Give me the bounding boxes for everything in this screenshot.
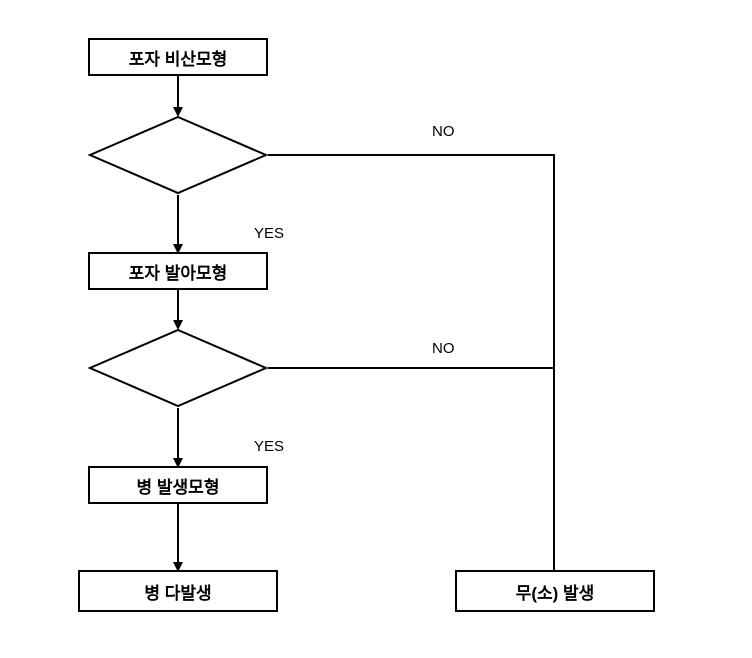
edge-decision1-right bbox=[268, 154, 555, 156]
no-label-1: NO bbox=[432, 123, 455, 140]
box4-label: 병 다발생 bbox=[144, 579, 211, 604]
process-box-4: 병 다발생 bbox=[78, 570, 278, 612]
yes-label-1: YES bbox=[254, 225, 284, 242]
box3-label: 병 발생모형 bbox=[137, 473, 220, 498]
process-box-5: 무(소) 발생 bbox=[455, 570, 655, 612]
no-label-2: NO bbox=[432, 340, 455, 357]
decision-diamond-2 bbox=[88, 328, 268, 408]
edge-decision2-box3 bbox=[177, 408, 179, 460]
process-box-1: 포자 비산모형 bbox=[88, 38, 268, 76]
edge-decision2-right bbox=[268, 367, 555, 369]
box5-label: 무(소) 발생 bbox=[516, 579, 595, 604]
decision-diamond-1 bbox=[88, 115, 268, 195]
box2-label: 포자 발아모형 bbox=[129, 259, 228, 284]
process-box-3: 병 발생모형 bbox=[88, 466, 268, 504]
box1-label: 포자 비산모형 bbox=[129, 45, 228, 70]
yes1-text: YES bbox=[254, 225, 284, 242]
edge-decision1-down-right bbox=[553, 154, 555, 570]
edge-box1-decision1 bbox=[177, 76, 179, 109]
edge-box3-box4 bbox=[177, 504, 179, 564]
edge-box2-decision2 bbox=[177, 290, 179, 322]
yes2-text: YES bbox=[254, 438, 284, 455]
edge-decision1-box2 bbox=[177, 195, 179, 246]
no2-text: NO bbox=[432, 340, 455, 357]
flowchart-container: 포자 비산모형 YES NO 포자 발아모형 YES NO bbox=[0, 0, 752, 658]
process-box-2: 포자 발아모형 bbox=[88, 252, 268, 290]
no1-text: NO bbox=[432, 123, 455, 140]
yes-label-2: YES bbox=[254, 438, 284, 455]
